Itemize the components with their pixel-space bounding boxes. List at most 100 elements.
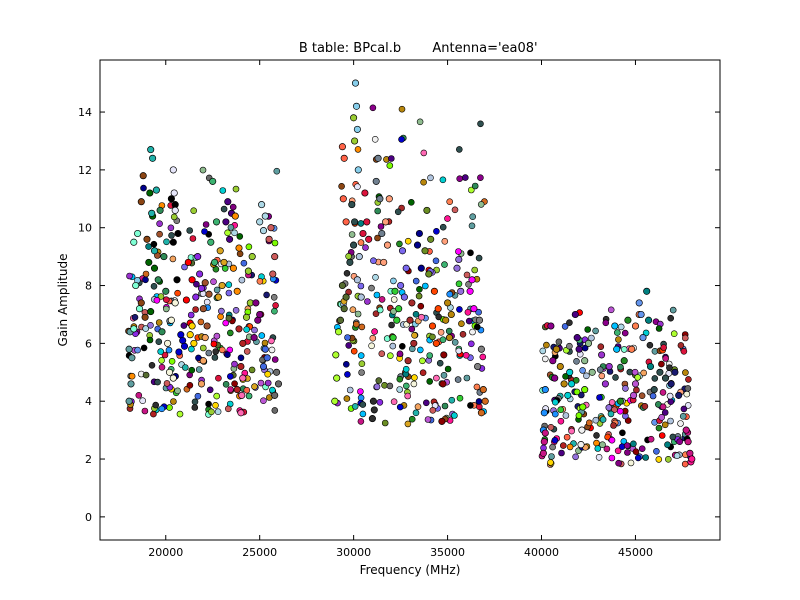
- band-point: [345, 252, 352, 260]
- band-point: [642, 454, 650, 461]
- band-point: [420, 178, 427, 186]
- data-point: [150, 247, 159, 255]
- data-point: [244, 267, 252, 275]
- band-point: [134, 346, 141, 354]
- band-point: [245, 392, 253, 400]
- data-point: [568, 380, 576, 388]
- band-point: [608, 454, 616, 462]
- band-point: [224, 229, 231, 237]
- band-point: [439, 336, 447, 344]
- band-point: [188, 366, 196, 374]
- series-49: [477, 386, 489, 417]
- data-point: [355, 253, 363, 261]
- band-point: [191, 398, 199, 406]
- data-point: [421, 247, 429, 255]
- data-point: [351, 218, 359, 226]
- band-point: [681, 334, 689, 342]
- data-point: [581, 357, 589, 365]
- band-point: [455, 146, 463, 153]
- band-point: [264, 379, 272, 387]
- band-point: [140, 344, 148, 352]
- band-point: [477, 120, 484, 128]
- band-point: [157, 293, 165, 300]
- band-point: [667, 398, 675, 406]
- band-point: [471, 266, 479, 274]
- band-point: [166, 404, 173, 411]
- band-point: [168, 357, 176, 365]
- data-point: [342, 218, 350, 226]
- data-point: [271, 391, 279, 399]
- band-point: [374, 234, 381, 242]
- data-point: [575, 345, 583, 353]
- data-point: [389, 334, 397, 342]
- series-65: [630, 380, 640, 399]
- data-point: [256, 218, 264, 226]
- data-point: [671, 368, 679, 376]
- band-point: [659, 403, 667, 411]
- band-point: [220, 205, 228, 213]
- data-point: [395, 305, 403, 313]
- band-point: [658, 432, 666, 439]
- data-point: [335, 328, 343, 336]
- band-point: [573, 388, 581, 396]
- band-point: [415, 292, 423, 300]
- band-point: [608, 399, 616, 406]
- band-point: [148, 361, 156, 369]
- data-point: [417, 264, 425, 272]
- band-point: [370, 257, 377, 265]
- band-point: [433, 374, 440, 382]
- band-point: [346, 386, 354, 394]
- data-point: [584, 339, 593, 347]
- band-point: [468, 222, 476, 230]
- band-point: [419, 369, 427, 377]
- data-point: [226, 235, 234, 243]
- data-point: [581, 386, 589, 394]
- data-point: [639, 334, 647, 342]
- data-point: [481, 397, 489, 405]
- series-63: [635, 299, 647, 342]
- band-point: [210, 278, 217, 286]
- series-21: [242, 253, 256, 321]
- data-point: [400, 293, 408, 301]
- data-point: [188, 322, 196, 330]
- series-67: [667, 368, 683, 399]
- data-point: [539, 449, 547, 457]
- band-point: [541, 355, 549, 363]
- band-point: [429, 406, 437, 414]
- data-point: [160, 253, 168, 261]
- data-point: [259, 227, 268, 235]
- band-point: [142, 325, 149, 332]
- data-point: [256, 310, 264, 319]
- band-point: [410, 380, 418, 388]
- band-point: [451, 338, 459, 346]
- band-point: [139, 397, 146, 405]
- band-point: [579, 367, 586, 374]
- series-28: [336, 281, 350, 324]
- series-8: [169, 166, 179, 214]
- data-point: [238, 391, 246, 399]
- band-point: [251, 326, 258, 334]
- data-point: [135, 305, 144, 313]
- data-point: [656, 368, 664, 376]
- data-point: [154, 276, 162, 284]
- band-point: [416, 285, 423, 293]
- data-point: [271, 253, 279, 261]
- band-point: [142, 276, 149, 284]
- data-point: [179, 336, 187, 345]
- data-point: [261, 212, 269, 220]
- data-point: [620, 357, 628, 365]
- band-point: [669, 433, 677, 441]
- series-38: [389, 287, 403, 342]
- series-25: [265, 224, 279, 278]
- y-tick-label: 6: [85, 337, 92, 350]
- data-point: [428, 322, 437, 330]
- band-point: [440, 371, 448, 379]
- data-point: [190, 339, 198, 347]
- data-point: [351, 137, 359, 145]
- band-point: [396, 350, 404, 358]
- band-point: [411, 331, 418, 339]
- band-point: [357, 239, 365, 246]
- band-point: [349, 306, 357, 314]
- band-point: [445, 327, 453, 335]
